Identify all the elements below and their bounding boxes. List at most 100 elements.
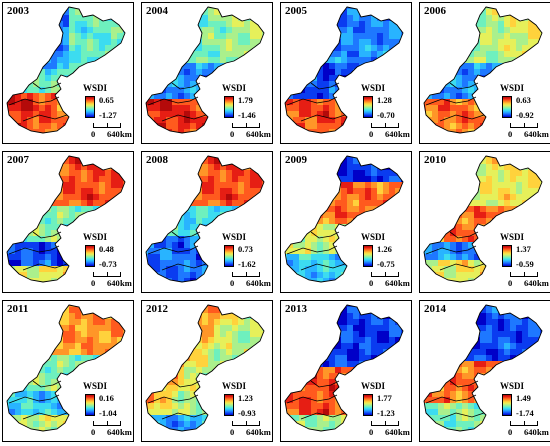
legend-max-value: 0.48 [99, 244, 114, 254]
scale-bar [93, 421, 121, 426]
color-scale-bar [85, 394, 95, 416]
province-boundary [300, 114, 346, 122]
scale-unit-label: km [259, 427, 271, 437]
scale-zero-label: 0 [91, 129, 96, 139]
province-boundary [161, 412, 207, 420]
legend-min-value: -0.93 [238, 408, 256, 418]
year-label: 2004 [146, 5, 168, 17]
region-outline [423, 155, 543, 283]
scale-unit-label: km [120, 427, 132, 437]
year-label: 2005 [285, 5, 307, 17]
region-outline [145, 304, 265, 432]
province-boundary [300, 412, 346, 420]
wsdi-map [284, 6, 404, 134]
region-outline [6, 155, 126, 283]
legend-title: WSDI [222, 381, 247, 391]
scale-distance-label: 640 [524, 278, 537, 288]
color-scale-bar [224, 394, 234, 416]
province-boundary [22, 412, 68, 420]
scale-bar [232, 421, 260, 426]
province-boundary [439, 114, 485, 122]
legend-min-value: -1.23 [377, 408, 395, 418]
wsdi-map [145, 6, 265, 134]
scale-bar [371, 421, 399, 426]
province-boundary [8, 245, 60, 255]
legend-title: WSDI [500, 381, 525, 391]
province-boundary [22, 263, 68, 271]
province-boundary [286, 394, 338, 404]
province-boundary [161, 263, 207, 271]
wsdi-map [423, 304, 543, 432]
scale-bar [232, 123, 260, 128]
province-boundary [147, 96, 199, 106]
map-panel-2014: 2014 WSDI 1.49 -1.74 0 640 km [419, 300, 550, 442]
scale-zero-label: 0 [230, 427, 235, 437]
scale-zero-label: 0 [369, 427, 374, 437]
legend-max-value: 1.79 [238, 95, 253, 105]
legend-min-value: -0.70 [377, 110, 395, 120]
year-label: 2008 [146, 154, 168, 166]
wsdi-map [6, 6, 126, 134]
province-boundary [8, 96, 60, 106]
legend-max-value: 1.37 [516, 244, 531, 254]
region-outline [145, 155, 265, 283]
legend-max-value: 0.63 [516, 95, 531, 105]
scale-distance-label: 640 [524, 129, 537, 139]
wsdi-map [284, 304, 404, 432]
scale-unit-label: km [398, 427, 410, 437]
color-scale-bar [502, 394, 512, 416]
legend-min-value: -1.27 [99, 110, 117, 120]
province-boundary [425, 394, 477, 404]
scale-zero-label: 0 [508, 278, 513, 288]
legend-min-value: -0.92 [516, 110, 534, 120]
legend-max-value: 0.16 [99, 393, 114, 403]
scale-zero-label: 0 [230, 278, 235, 288]
scale-bar [371, 123, 399, 128]
scale-unit-label: km [537, 427, 549, 437]
color-scale-bar [363, 96, 373, 118]
legend-title: WSDI [500, 232, 525, 242]
province-boundary [310, 380, 340, 388]
province-boundary [8, 394, 60, 404]
legend-min-value: -1.62 [238, 259, 256, 269]
scale-distance-label: 640 [107, 129, 120, 139]
legend-title: WSDI [361, 232, 386, 242]
legend-min-value: -1.46 [238, 110, 256, 120]
scale-distance-label: 640 [107, 278, 120, 288]
legend-title: WSDI [83, 83, 108, 93]
map-panel-2005: 2005 WSDI 1.28 -0.70 0 640 km [280, 2, 412, 144]
scale-unit-label: km [537, 129, 549, 139]
scale-zero-label: 0 [91, 427, 96, 437]
year-label: 2013 [285, 303, 307, 315]
scale-bar [510, 123, 538, 128]
legend-max-value: 1.28 [377, 95, 392, 105]
scale-bar [510, 421, 538, 426]
region-outline [6, 6, 126, 134]
scale-zero-label: 0 [369, 278, 374, 288]
legend-title: WSDI [361, 83, 386, 93]
province-boundary [449, 380, 479, 388]
color-scale-bar [502, 96, 512, 118]
province-boundary [425, 245, 477, 255]
scale-unit-label: km [120, 129, 132, 139]
province-boundary [32, 231, 62, 239]
scale-unit-label: km [537, 278, 549, 288]
province-boundary [310, 82, 340, 90]
legend-min-value: -0.59 [516, 259, 534, 269]
legend-max-value: 1.49 [516, 393, 531, 403]
legend-title: WSDI [500, 83, 525, 93]
legend-max-value: 1.77 [377, 393, 392, 403]
province-boundary [147, 245, 199, 255]
province-boundary [449, 82, 479, 90]
scale-distance-label: 640 [246, 129, 259, 139]
map-panel-2007: 2007 WSDI 0.48 -0.73 0 640 km [2, 151, 134, 293]
map-panel-2008: 2008 WSDI 0.73 -1.62 0 640 km [141, 151, 273, 293]
color-scale-bar [363, 394, 373, 416]
scale-bar [93, 272, 121, 277]
map-panel-2009: 2009 WSDI 1.26 -0.75 0 640 km [280, 151, 412, 293]
province-boundary [300, 263, 346, 271]
year-label: 2003 [7, 5, 29, 17]
color-scale-bar [502, 245, 512, 267]
legend-min-value: -0.75 [377, 259, 395, 269]
